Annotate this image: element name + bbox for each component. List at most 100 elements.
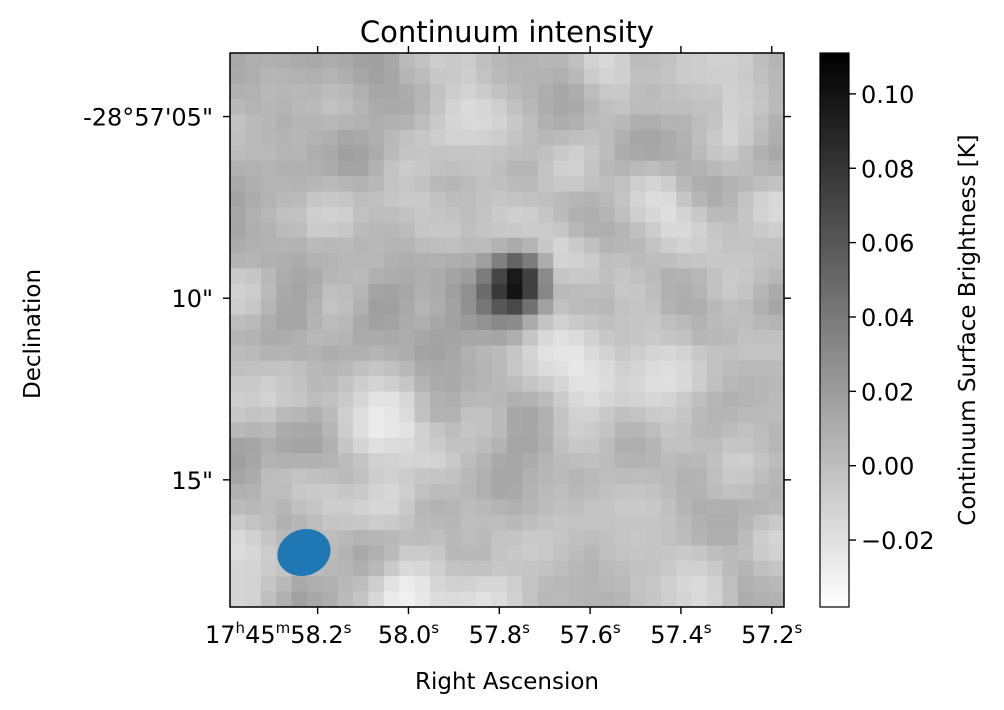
heatmap-pixel xyxy=(476,391,493,408)
heatmap-pixel xyxy=(383,576,400,593)
heatmap-pixel xyxy=(583,376,600,393)
heatmap-pixel xyxy=(645,422,662,439)
heatmap-pixel xyxy=(245,314,262,331)
heatmap-pixel xyxy=(368,514,385,531)
heatmap-pixel xyxy=(737,360,754,377)
heatmap-pixel xyxy=(660,176,677,193)
heatmap-pixel xyxy=(353,299,370,316)
heatmap-pixel xyxy=(230,514,246,531)
colorbar-tick-label: 0.06 xyxy=(861,230,914,258)
heatmap-pixel xyxy=(614,453,631,470)
heatmap-pixel xyxy=(337,237,354,254)
heatmap-pixel xyxy=(399,99,416,116)
heatmap-pixel xyxy=(460,253,477,270)
heatmap-pixel xyxy=(707,422,724,439)
heatmap-pixel xyxy=(322,129,339,146)
heatmap-pixel xyxy=(430,68,447,85)
heatmap-pixel xyxy=(306,176,323,193)
heatmap-pixel xyxy=(537,253,554,270)
heatmap-pixel xyxy=(722,406,739,423)
heatmap-pixel xyxy=(430,330,447,346)
heatmap-pixel xyxy=(445,560,462,577)
heatmap-pixel xyxy=(322,391,339,408)
heatmap-pixel xyxy=(507,129,523,146)
heatmap-pixel xyxy=(676,376,693,393)
heatmap-pixel xyxy=(614,330,631,346)
heatmap-pixel xyxy=(722,299,739,316)
heatmap-pixel xyxy=(676,545,693,562)
heatmap-pixel xyxy=(645,53,662,69)
heatmap-pixel xyxy=(568,160,585,177)
heatmap-pixel xyxy=(276,206,293,223)
heatmap-pixel xyxy=(553,68,570,85)
heatmap-pixel xyxy=(414,206,431,223)
heatmap-pixel xyxy=(630,176,647,193)
heatmap-pixel xyxy=(537,453,554,470)
heatmap-pixel xyxy=(522,129,539,146)
heatmap-pixel xyxy=(599,560,616,577)
heatmap-pixel xyxy=(614,360,631,377)
heatmap-pixel xyxy=(430,268,447,285)
heatmap-pixel xyxy=(306,483,323,500)
heatmap-pixel xyxy=(322,83,339,100)
heatmap-pixel xyxy=(645,406,662,423)
heatmap-pixel xyxy=(399,453,416,470)
heatmap-pixel xyxy=(768,314,784,331)
heatmap-pixel xyxy=(353,160,370,177)
heatmap-pixel xyxy=(737,530,754,547)
colorbar-tick-label: 0.02 xyxy=(861,378,914,406)
heatmap-pixel xyxy=(306,53,323,69)
heatmap-pixel xyxy=(768,299,784,316)
heatmap-pixel xyxy=(707,191,724,208)
heatmap-pixel xyxy=(383,483,400,500)
heatmap-pixel xyxy=(553,299,570,316)
heatmap-pixel xyxy=(676,391,693,408)
heatmap-pixel xyxy=(383,83,400,100)
heatmap-pixel xyxy=(676,283,693,300)
heatmap-pixel xyxy=(306,591,323,607)
heatmap-pixel xyxy=(645,437,662,454)
heatmap-pixel xyxy=(568,237,585,254)
heatmap-pixel xyxy=(583,468,600,485)
heatmap-pixel xyxy=(691,53,708,69)
heatmap-pixel xyxy=(260,376,277,393)
heatmap-pixel xyxy=(507,453,523,470)
heatmap-pixel xyxy=(322,176,339,193)
heatmap-pixel xyxy=(276,468,293,485)
heatmap-pixel xyxy=(583,560,600,577)
heatmap-pixel xyxy=(353,437,370,454)
heatmap-pixel xyxy=(337,145,354,162)
heatmap-pixel xyxy=(614,191,631,208)
heatmap-pixel xyxy=(645,237,662,254)
heatmap-pixel xyxy=(491,83,508,100)
heatmap-pixel xyxy=(306,83,323,100)
heatmap-pixel xyxy=(753,299,770,316)
heatmap-pixel xyxy=(614,299,631,316)
heatmap-pixel xyxy=(583,191,600,208)
heatmap-pixel xyxy=(753,160,770,177)
heatmap-pixel xyxy=(630,468,647,485)
heatmap-pixel xyxy=(399,283,416,300)
heatmap-pixel xyxy=(583,176,600,193)
heatmap-pixel xyxy=(722,129,739,146)
heatmap-pixel xyxy=(430,345,447,362)
heatmap-pixel xyxy=(399,468,416,485)
heatmap-pixel xyxy=(306,129,323,146)
heatmap-pixel xyxy=(460,591,477,607)
heatmap-pixel xyxy=(368,83,385,100)
heatmap-pixel xyxy=(306,576,323,593)
heatmap-pixel xyxy=(276,268,293,285)
heatmap-pixel xyxy=(460,314,477,331)
heatmap-pixel xyxy=(368,360,385,377)
heatmap-pixel xyxy=(353,422,370,439)
heatmap-pixel xyxy=(507,483,523,500)
heatmap-pixel xyxy=(522,268,539,285)
heatmap-pixel xyxy=(553,391,570,408)
heatmap-pixel xyxy=(614,68,631,85)
heatmap-pixel xyxy=(522,222,539,239)
heatmap-pixel xyxy=(507,406,523,423)
heatmap-pixel xyxy=(245,299,262,316)
heatmap-pixel xyxy=(476,114,493,131)
heatmap-pixel xyxy=(383,314,400,331)
